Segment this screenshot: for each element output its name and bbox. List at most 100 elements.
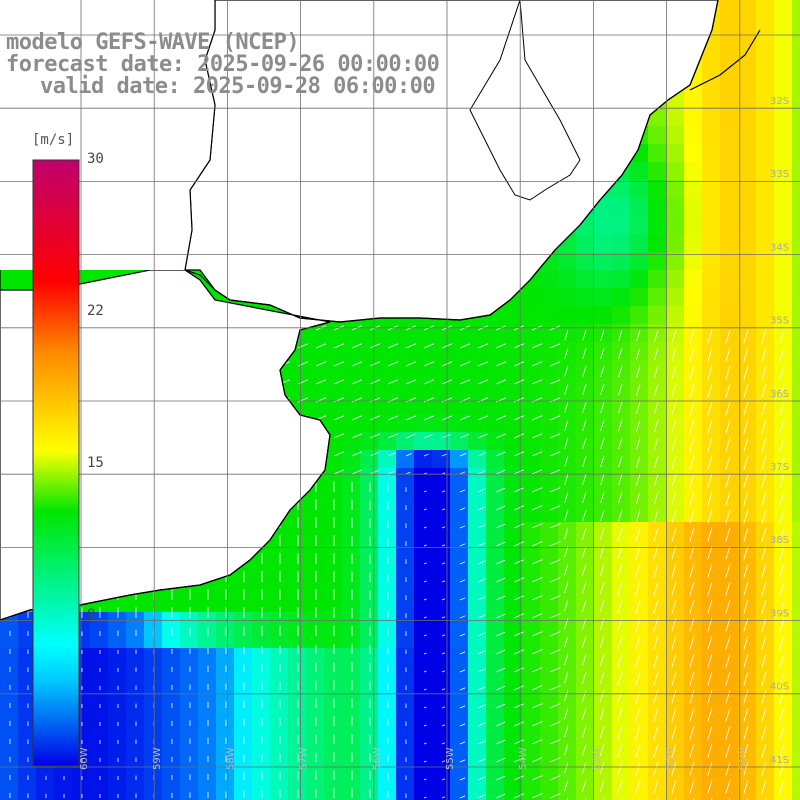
speed-cell [792,432,800,451]
wind-arrow [495,739,506,745]
wind-arrow [423,778,427,781]
wind-arrow [707,743,713,758]
speed-cell [756,468,775,487]
speed-cell [558,648,577,667]
speed-cell [342,756,361,775]
speed-cell [774,720,793,739]
wind-arrow [459,471,466,475]
lon-label: 59W [152,747,163,770]
speed-cell [270,594,289,613]
wind-arrow [387,433,398,439]
wind-arrow [495,613,506,619]
speed-cell [432,360,451,379]
speed-cell [270,774,289,793]
speed-cell [378,414,397,433]
speed-cell [288,702,307,721]
speed-cell [360,702,379,721]
speed-cell [306,720,325,739]
wind-arrow [513,721,525,727]
speed-cell [126,774,145,793]
speed-cell [666,234,685,253]
speed-cell [738,180,757,199]
speed-cell [504,522,523,541]
speed-cell [756,18,775,37]
speed-cell [756,360,775,379]
speed-cell [324,774,343,793]
speed-cell [522,324,541,343]
speed-cell [666,630,685,649]
wind-arrow [599,527,605,541]
wind-arrow [333,415,345,421]
speed-cell [576,378,595,397]
speed-cell [180,774,199,793]
wind-arrow [495,667,506,673]
speed-cell [630,666,649,685]
speed-cell [576,486,595,505]
wind-arrow [441,742,446,745]
speed-cell [522,738,541,757]
wind-arrow [495,361,507,367]
wind-arrow [531,577,543,583]
wind-arrow [599,743,605,757]
speed-cell [576,306,595,325]
speed-cell [684,720,703,739]
speed-cell [594,270,613,289]
wind-arrow [599,671,605,685]
speed-cell [270,792,289,800]
speed-cell [774,144,793,163]
speed-cell [270,648,289,667]
speed-cell [450,756,469,775]
wind-arrow [441,724,446,727]
speed-cell [450,432,469,451]
speed-cell [630,540,649,559]
speed-cell [792,180,800,199]
wind-arrow [351,451,362,457]
coastline-northeast [689,29,761,91]
speed-cell [216,774,235,793]
wind-arrow [582,689,587,702]
speed-cell [720,414,739,433]
speed-cell [522,342,541,361]
speed-cell [414,630,433,649]
speed-cell [630,414,649,433]
wind-arrow [459,651,466,655]
speed-cell [594,702,613,721]
model-title: modelo GEFS-WAVE (NCEP) [6,30,300,55]
speed-cell [630,504,649,523]
speed-cell [774,180,793,199]
speed-cell [702,90,721,109]
wind-arrow [671,365,677,379]
speed-cell [666,648,685,667]
speed-cell [252,666,271,685]
speed-cell [612,414,631,433]
wind-arrow [564,653,569,666]
speed-cell [432,594,451,613]
speed-cell [648,630,667,649]
speed-cell [468,558,487,577]
speed-cell [792,144,800,163]
wind-arrow [477,542,486,547]
lat-label: 41S [770,755,789,766]
speed-cell [306,324,325,343]
speed-cell [576,594,595,613]
speed-cell [756,0,775,19]
speed-cell [450,558,469,577]
speed-cell [648,594,667,613]
speed-cell [702,558,721,577]
speed-cell [648,648,667,667]
speed-cell [414,558,433,577]
wind-arrow [564,545,569,558]
speed-cell [666,522,685,541]
wind-arrow [531,775,543,781]
speed-cell [648,702,667,721]
speed-cell [306,558,325,577]
speed-cell [666,774,685,793]
wind-arrow [582,365,587,377]
speed-cell [792,648,800,667]
wind-arrow [689,365,695,380]
speed-cell [504,612,523,631]
lat-label: 33S [770,169,789,180]
wind-arrow [441,544,446,547]
wind-arrow [564,401,569,413]
wind-arrow [779,419,785,433]
